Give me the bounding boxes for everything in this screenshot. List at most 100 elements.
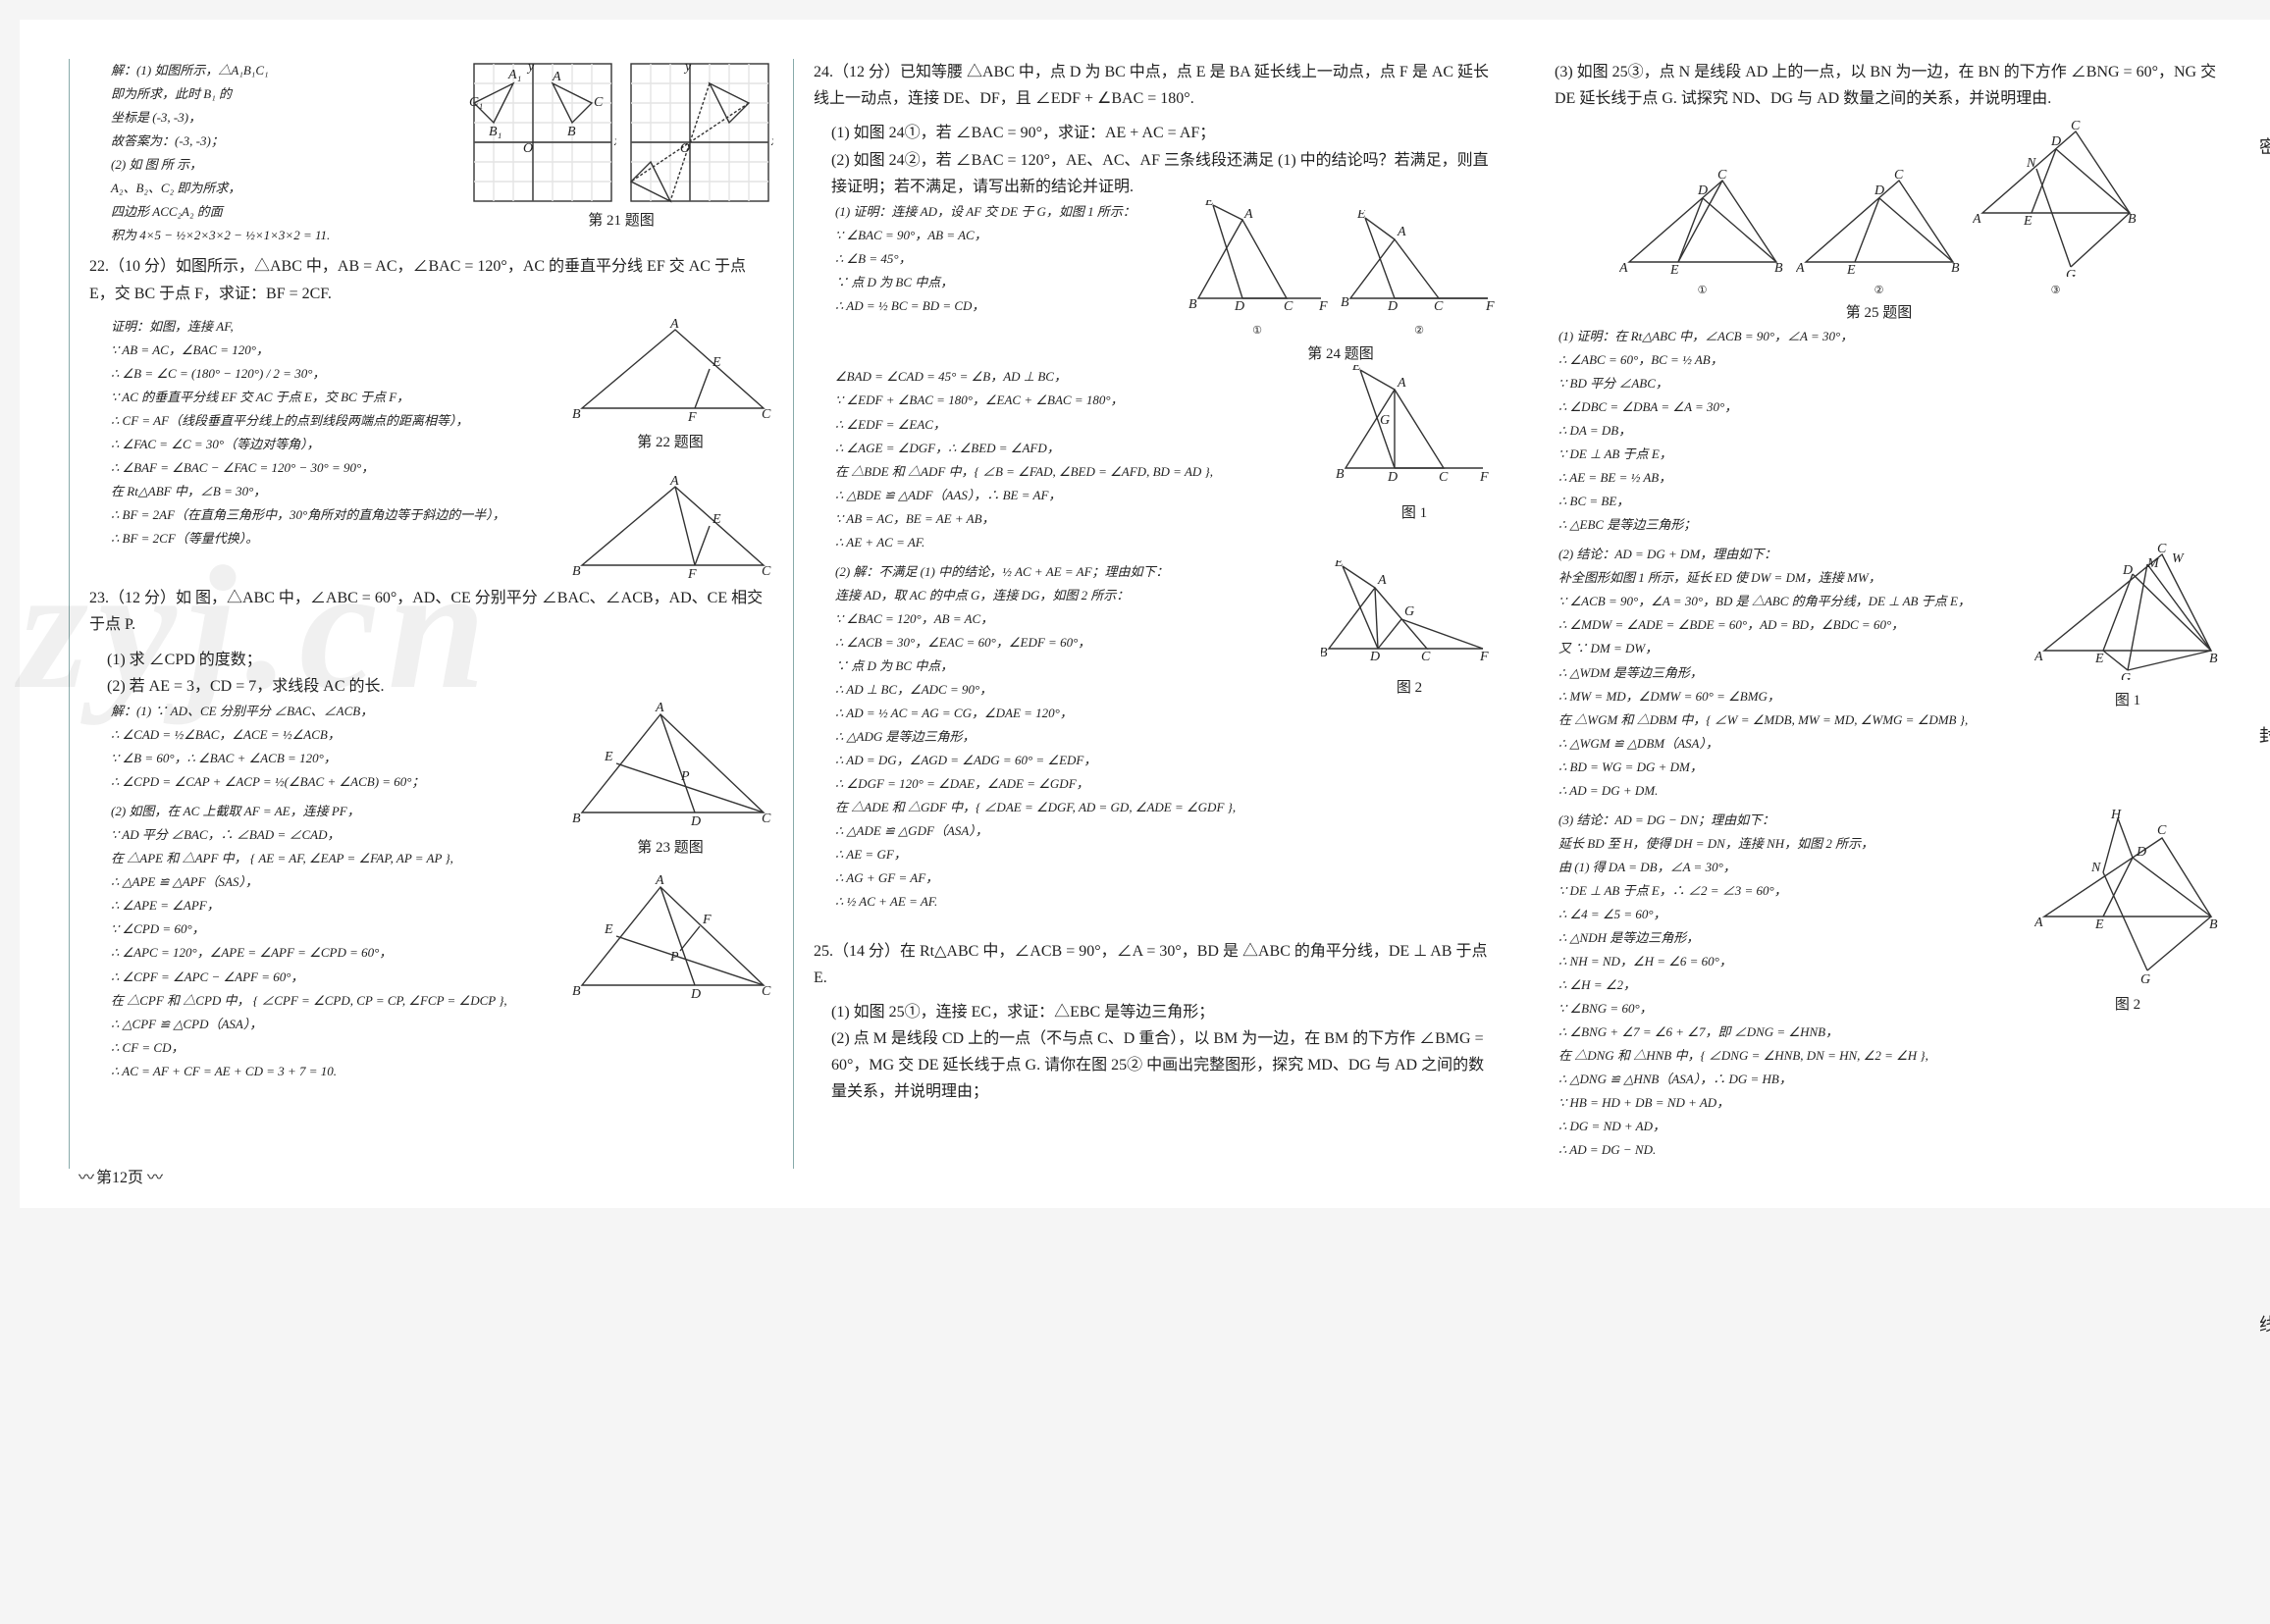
- svg-text:E: E: [1356, 210, 1366, 222]
- svg-text:D: D: [690, 814, 701, 827]
- svg-text:G: G: [1404, 604, 1414, 619]
- q21-fig-label: 第 21 题图: [469, 210, 773, 233]
- svg-text:C: C: [762, 407, 771, 422]
- svg-text:B: B: [572, 407, 581, 422]
- svg-text:F: F: [702, 913, 712, 927]
- svg-text:E: E: [1846, 263, 1856, 277]
- q24-fig1: EA BD CF G 图 1: [1331, 365, 1498, 524]
- svg-text:B: B: [2209, 917, 2218, 932]
- svg-text:D: D: [690, 987, 701, 1000]
- svg-text:A₁: A₁: [507, 68, 521, 82]
- svg-text:C: C: [1421, 650, 1431, 664]
- svg-text:F: F: [1485, 299, 1495, 314]
- svg-text:y: y: [683, 60, 692, 75]
- svg-text:D: D: [1369, 650, 1380, 664]
- svg-text:E: E: [2023, 214, 2032, 229]
- svg-text:F: F: [687, 410, 697, 423]
- svg-text:H: H: [2110, 809, 2122, 822]
- svg-text:y: y: [526, 60, 535, 75]
- q25-fig-label: 第 25 题图: [1537, 302, 2221, 325]
- column-right: (3) 如图 25③，点 N 是线段 AD 上的一点，以 BN 为一边，在 BN…: [1517, 59, 2241, 1169]
- svg-text:B: B: [567, 125, 576, 139]
- svg-text:B: B: [1188, 297, 1197, 312]
- q24-fig2: EA BD CF G 图 2: [1321, 560, 1498, 700]
- svg-text:C: C: [2157, 543, 2167, 556]
- svg-text:F: F: [1479, 470, 1489, 485]
- svg-text:B: B: [572, 812, 581, 826]
- svg-text:D: D: [2050, 134, 2061, 149]
- svg-text:A: A: [669, 474, 679, 489]
- svg-text:C: C: [2157, 823, 2167, 838]
- svg-text:P: P: [669, 950, 679, 965]
- svg-text:D: D: [2122, 563, 2133, 578]
- svg-text:C: C: [1717, 169, 1727, 183]
- side-char-3: 线: [2253, 1315, 2270, 1333]
- q24-figures: EA BD CF ① EA: [1184, 200, 1498, 366]
- svg-text:B₁: B₁: [489, 125, 502, 139]
- svg-text:O: O: [680, 141, 690, 156]
- page-number: 第12页: [96, 1170, 143, 1186]
- svg-text:C: C: [1434, 299, 1444, 314]
- q22-figure: AB CEF 第 22 题图 AB CEF: [567, 315, 773, 586]
- q23-sub1: (1) 求 ∠CPD 的度数；: [107, 647, 773, 673]
- q21-block: xy O ACB A₁C₁B₁: [89, 59, 773, 253]
- svg-text:A: A: [1619, 261, 1628, 276]
- svg-text:P: P: [680, 769, 690, 784]
- svg-text:G: G: [2066, 268, 2076, 277]
- svg-text:A: A: [655, 701, 664, 715]
- footer-deco: 〰: [79, 1170, 92, 1186]
- q21-grid-2: xyO: [626, 59, 773, 206]
- q23-stem: 23.（12 分）如 图，△ABC 中，∠ABC = 60°，AD、CE 分别平…: [89, 585, 773, 638]
- svg-text:G: G: [2121, 671, 2131, 680]
- svg-text:C: C: [1894, 169, 1904, 183]
- svg-text:A: A: [655, 873, 664, 888]
- svg-text:A: A: [552, 70, 561, 84]
- svg-text:D: D: [1874, 183, 1884, 198]
- svg-text:A: A: [1796, 261, 1805, 276]
- column-left: xy O ACB A₁C₁B₁: [69, 59, 794, 1169]
- svg-text:B: B: [1951, 261, 1960, 276]
- svg-text:D: D: [2136, 845, 2146, 860]
- svg-text:C: C: [594, 95, 604, 110]
- svg-text:B: B: [2209, 652, 2218, 666]
- svg-text:N: N: [2026, 156, 2036, 171]
- q21-grid-1: xy O ACB A₁C₁B₁: [469, 59, 616, 206]
- svg-text:x: x: [613, 134, 616, 149]
- svg-text:B: B: [2128, 212, 2137, 227]
- svg-text:E: E: [2094, 652, 2104, 666]
- q22-stem: 22.（10 分）如图所示，△ABC 中，AB = AC，∠BAC = 120°…: [89, 253, 773, 306]
- svg-text:B: B: [1336, 467, 1345, 482]
- svg-text:F: F: [687, 567, 697, 580]
- svg-text:C: C: [762, 564, 771, 579]
- svg-text:A: A: [1973, 212, 1981, 227]
- svg-text:C: C: [1439, 470, 1449, 485]
- svg-text:A: A: [669, 317, 679, 332]
- q25-stem: 25.（14 分）在 Rt△ABC 中，∠ACB = 90°，∠A = 30°，…: [814, 938, 1498, 991]
- side-char-1: 密: [2253, 137, 2270, 155]
- footer-deco: 〰: [147, 1170, 161, 1186]
- column-middle: 24.（12 分）已知等腰 △ABC 中，点 D 为 BC 中点，点 E 是 B…: [794, 59, 1517, 1169]
- svg-text:A: A: [1397, 376, 1406, 391]
- svg-text:W: W: [2172, 551, 2185, 566]
- svg-text:C: C: [1284, 299, 1293, 314]
- q24-sub2: (2) 如图 24②，若 ∠BAC = 120°，AE、AC、AF 三条线段还满…: [831, 147, 1498, 200]
- svg-text:A: A: [1243, 207, 1253, 222]
- q25-proof1: (1) 证明：在 Rt△ABC 中，∠ACB = 90°，∠A = 30°， ∴…: [1558, 325, 2221, 537]
- svg-text:B: B: [572, 984, 581, 999]
- svg-text:C: C: [762, 812, 771, 826]
- svg-text:A: A: [2034, 916, 2043, 930]
- svg-text:N: N: [2090, 861, 2101, 875]
- svg-text:B: B: [1774, 261, 1783, 276]
- svg-text:B: B: [1321, 646, 1328, 660]
- page-footer: 〰 第12页 〰: [79, 1167, 161, 1190]
- svg-text:E: E: [712, 512, 721, 527]
- svg-text:G: G: [1380, 413, 1390, 428]
- q23-sub2: (2) 若 AE = 3，CD = 7，求线段 AC 的长.: [107, 673, 773, 700]
- svg-text:D: D: [1387, 299, 1398, 314]
- q25-sol-fig1: CWM DA EBG 图 1: [2034, 543, 2221, 711]
- svg-text:B: B: [572, 564, 581, 579]
- q25-sub2: (2) 点 M 是线段 CD 上的一点（不与点 C、D 重合），以 BM 为一边…: [831, 1025, 1498, 1106]
- svg-text:O: O: [523, 141, 533, 156]
- q25-sol-fig2: CH DN AE BG 图 2: [2034, 809, 2221, 1017]
- svg-text:A: A: [1377, 573, 1387, 588]
